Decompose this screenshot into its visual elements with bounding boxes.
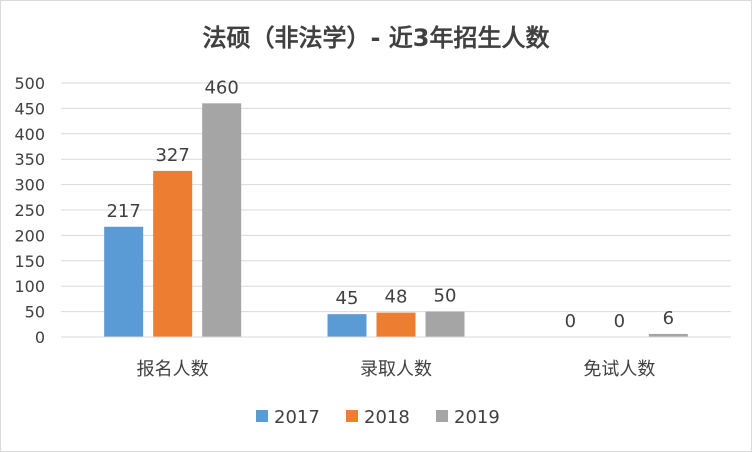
y-tick-label: 400: [14, 125, 45, 144]
legend-swatch-2018: [346, 410, 358, 422]
x-category-label: 报名人数: [137, 359, 209, 380]
bar-2019: [202, 103, 242, 337]
data-label: 217: [106, 201, 140, 222]
chart-title: 法硕（非法学）- 近3年招生人数: [202, 24, 550, 52]
data-label: 0: [565, 311, 576, 332]
data-label: 48: [385, 287, 408, 308]
y-tick-label: 300: [14, 176, 45, 195]
y-tick-label: 450: [14, 99, 45, 118]
data-label: 327: [155, 145, 189, 166]
y-tick-label: 500: [14, 74, 45, 93]
data-label: 460: [204, 77, 238, 98]
legend-label: 2017: [274, 407, 320, 428]
y-tick-label: 200: [14, 226, 45, 245]
y-tick-label: 0: [35, 328, 45, 347]
y-tick-label: 350: [14, 150, 45, 169]
bar-2017: [327, 314, 367, 337]
y-tick-label: 50: [25, 303, 45, 322]
data-label: 0: [614, 311, 625, 332]
legend-label: 2018: [364, 407, 410, 428]
bar-2018: [376, 312, 416, 337]
data-label: 6: [663, 308, 674, 329]
data-label: 45: [336, 288, 359, 309]
legend-swatch-2017: [256, 410, 268, 422]
y-tick-label: 150: [14, 252, 45, 271]
data-label: 50: [434, 286, 457, 307]
y-tick-label: 250: [14, 201, 45, 220]
bar-2018: [153, 170, 193, 337]
bar-2019: [648, 333, 688, 337]
x-category-label: 录取人数: [360, 359, 432, 380]
bar-2019: [425, 311, 465, 337]
bar-2017: [104, 226, 144, 337]
legend-label: 2019: [454, 407, 500, 428]
y-tick-label: 100: [14, 277, 45, 296]
x-category-label: 免试人数: [583, 359, 655, 380]
legend-swatch-2019: [436, 410, 448, 422]
